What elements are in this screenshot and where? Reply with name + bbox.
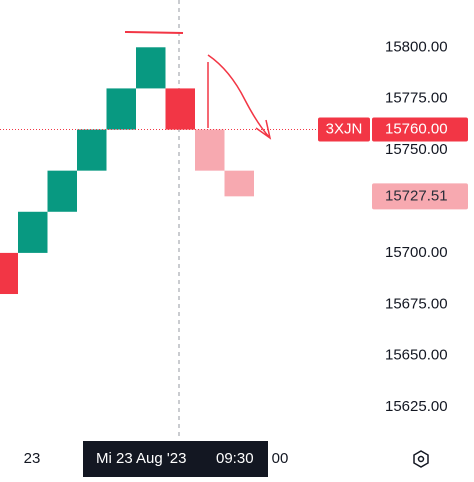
- y-tick-label: 15800.00: [385, 38, 448, 55]
- renko-brick: [18, 211, 48, 253]
- x-tick-label: 23: [24, 450, 41, 467]
- symbol-label: 3XJN: [326, 121, 363, 138]
- settings-icon[interactable]: [413, 450, 429, 468]
- renko-brick: [106, 88, 136, 130]
- y-tick-label: 15700.00: [385, 244, 448, 261]
- pending-price-box: [372, 183, 468, 210]
- renko-brick: [47, 170, 77, 212]
- y-tick-label: 15675.00: [385, 295, 448, 312]
- y-tick-label: 15750.00: [385, 141, 448, 158]
- drawing-line: [124, 31, 184, 34]
- y-tick-label: 15625.00: [385, 398, 448, 415]
- last-price-label: 15760.00: [385, 121, 448, 138]
- y-tick-label: 15775.00: [385, 90, 448, 107]
- symbol-label-box: [318, 117, 370, 142]
- x-tick-label: 00: [272, 450, 289, 467]
- settings-icon-center: [417, 455, 425, 463]
- last-price-box: [372, 117, 468, 142]
- renko-brick: [136, 47, 166, 89]
- renko-brick: [77, 129, 107, 171]
- y-tick-label: 15650.00: [385, 347, 448, 364]
- renko-brick: [165, 88, 195, 130]
- crosshair-box: [83, 441, 268, 477]
- renko-brick: [195, 129, 225, 171]
- drawing-arrow: [207, 54, 272, 140]
- pending-price-label: 15727.51: [385, 187, 448, 204]
- renko-brick: [224, 170, 254, 197]
- crosshair-time: 09:30: [216, 450, 254, 467]
- crosshair-date: Mi 23 Aug '23: [96, 450, 186, 467]
- renko-brick: [0, 252, 18, 295]
